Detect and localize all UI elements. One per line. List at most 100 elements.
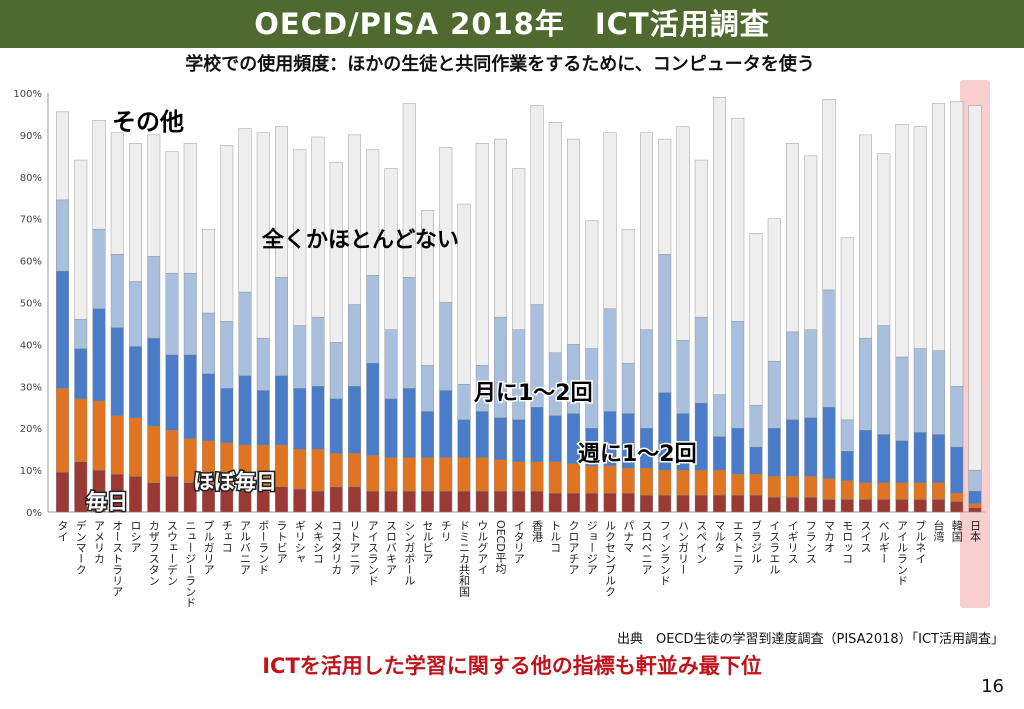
bar-segment: [457, 490, 471, 513]
bar-segment: [694, 495, 708, 513]
bar-segment: [457, 384, 471, 421]
bar-segment: [238, 375, 252, 446]
bar-segment: [658, 495, 672, 513]
category-label: マルタ: [713, 520, 726, 553]
bar-segment: [220, 388, 234, 444]
bar-segment: [932, 499, 945, 513]
bar-segment: [895, 499, 909, 513]
bar-segment: [293, 448, 307, 490]
bar-segment: [676, 469, 690, 496]
bar-segment: [749, 233, 763, 406]
bar-segment: [129, 476, 142, 513]
bar-segment: [822, 407, 836, 479]
bar-segment: [603, 492, 617, 513]
category-label: マカオ: [823, 520, 836, 553]
bar-segment: [329, 453, 343, 488]
bar-segment: [640, 467, 653, 496]
bar-segment: [165, 272, 179, 356]
bar-segment: [676, 340, 690, 414]
y-tick-label: 60%: [20, 257, 42, 268]
bar-segment: [348, 486, 361, 513]
bar-segment: [92, 308, 106, 402]
bar-segment: [548, 461, 562, 494]
category-label: 韓国: [950, 520, 963, 543]
y-tick-label: 100%: [13, 89, 42, 100]
category-label: ジョージア: [585, 520, 598, 575]
bar-segment: [621, 228, 635, 364]
bar-segment: [895, 482, 909, 500]
series-annotation: ほぼ毎日: [193, 470, 277, 494]
bar-segment: [439, 302, 453, 391]
bar-segment: [932, 482, 945, 500]
y-tick-label: 10%: [20, 466, 42, 477]
bar-segment: [950, 446, 964, 494]
bar-segment: [804, 329, 818, 418]
bar-segment: [56, 199, 69, 272]
bar-segment: [74, 159, 88, 320]
bar-segment: [74, 348, 88, 400]
bar-segment: [640, 132, 653, 330]
bar-segment: [567, 138, 580, 345]
source-note: 出典 OECD生徒の学習到達度調査（PISA2018）「ICT活用調査」: [616, 632, 1004, 647]
bar-segment: [968, 105, 982, 471]
bar-segment: [822, 478, 836, 500]
bar-segment: [512, 168, 526, 330]
category-label: イスラエル: [768, 520, 781, 575]
category-label: ブルガリア: [202, 519, 215, 575]
bar-segment: [348, 304, 361, 387]
bar-segment: [621, 467, 635, 494]
bar-segment: [147, 134, 161, 257]
bar-segment: [731, 495, 745, 513]
bar-segment: [603, 308, 617, 412]
bar-segment: [585, 492, 599, 513]
bar-segment: [439, 390, 453, 458]
bar-segment: [366, 149, 380, 276]
bar-segment: [859, 499, 872, 513]
bar-segment: [877, 434, 891, 483]
bar-segment: [402, 277, 416, 389]
bar-segment: [293, 488, 307, 513]
bar-segment: [293, 325, 307, 389]
bar-segment: [731, 428, 745, 475]
bar-segment: [548, 492, 562, 513]
category-label: 日本: [969, 520, 982, 543]
category-label: フランス: [804, 520, 817, 564]
bar-segment: [749, 446, 763, 475]
bar-segment: [366, 363, 380, 456]
category-label: ラトビア: [275, 520, 288, 564]
series-annotation: 全くかほとんどない: [261, 227, 459, 253]
bar-segment: [840, 451, 854, 481]
category-label: アメリカ: [93, 520, 106, 564]
bar-segment: [640, 329, 653, 429]
bar-segment: [804, 417, 818, 477]
bar-segment: [895, 124, 909, 358]
category-label: アルバニア: [239, 520, 252, 575]
category-label: エストニア: [731, 520, 744, 575]
bar-segment: [74, 398, 88, 462]
bar-segment: [767, 497, 781, 513]
bar-segment: [658, 138, 672, 255]
bar-segment: [913, 126, 927, 349]
bar-segment: [786, 419, 799, 477]
category-label: イタリア: [512, 520, 525, 564]
category-label: イギリス: [786, 520, 799, 564]
bar-segment: [220, 145, 234, 322]
bar-segment: [183, 354, 197, 439]
bar-segment: [165, 430, 179, 477]
bar-segment: [129, 346, 142, 418]
bar-segment: [366, 455, 380, 492]
bar-segment: [348, 134, 361, 305]
bar-segment: [110, 132, 124, 255]
bar-segment: [110, 327, 124, 416]
bar-segment: [859, 482, 872, 500]
bar-segment: [968, 503, 982, 509]
bar-segment: [311, 316, 325, 387]
bar-segment: [713, 436, 726, 471]
y-tick-label: 40%: [20, 340, 42, 351]
bar-segment: [512, 329, 526, 421]
bar-segment: [421, 490, 434, 513]
bar-segment: [348, 386, 361, 454]
bar-segment: [147, 256, 161, 339]
y-tick-label: 20%: [20, 424, 42, 435]
category-label: トルコ: [549, 520, 562, 553]
